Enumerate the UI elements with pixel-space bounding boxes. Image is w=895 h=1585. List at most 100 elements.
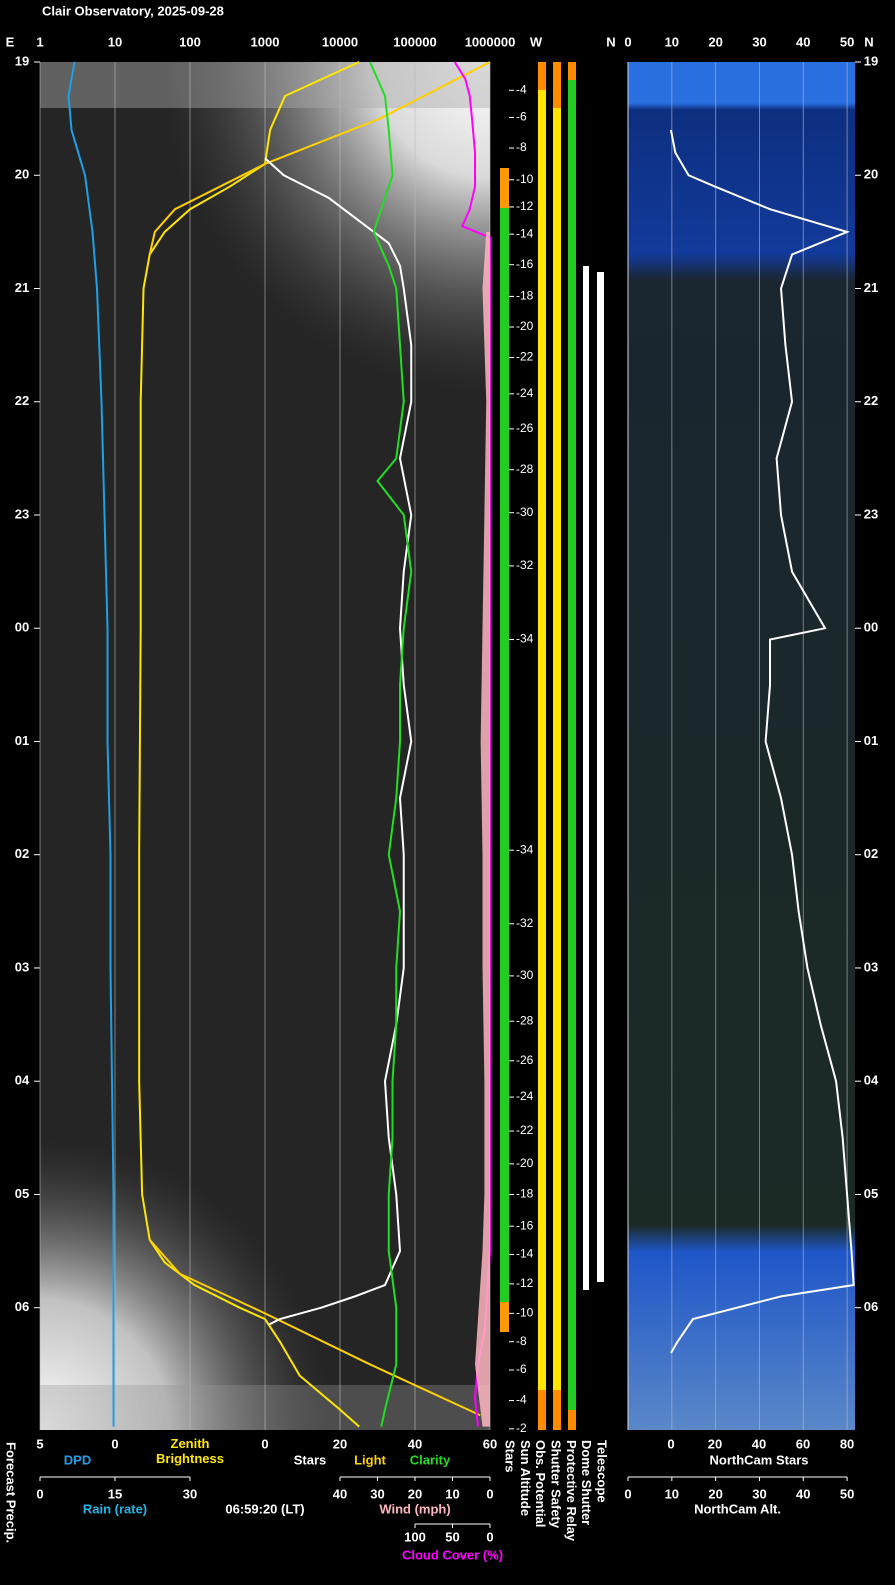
x-tick-label: 20 xyxy=(708,1436,722,1451)
axis-label: Wind (mph) xyxy=(379,1501,450,1516)
sun-altitude-label: -34 xyxy=(516,842,534,856)
x-tick-label: 40 xyxy=(408,1436,422,1451)
x-tick-label: 30 xyxy=(752,1486,766,1501)
protective-relay xyxy=(568,1410,576,1430)
layout xyxy=(40,62,855,1430)
line xyxy=(138,61,360,1428)
y-tick-label: 02 xyxy=(15,846,29,861)
line xyxy=(369,61,413,1427)
y-tick-label: 23 xyxy=(15,506,29,521)
x-tick-label: 20 xyxy=(708,1486,722,1501)
x-tick-label: 20 xyxy=(333,1436,347,1451)
sun-altitude-label: -4 xyxy=(516,82,527,96)
y-tick-label: 06 xyxy=(864,1299,878,1314)
y-tick-label: 22 xyxy=(864,393,878,408)
north-label: N xyxy=(606,34,615,49)
sun-altitude-label: -6 xyxy=(516,1362,527,1376)
sun-altitude-label: -26 xyxy=(516,1053,534,1067)
sun-altitude-label: -16 xyxy=(516,1218,534,1232)
x-tick-label: 1 xyxy=(36,34,43,49)
y-tick-label: 01 xyxy=(15,733,29,748)
sun-altitude-label: -18 xyxy=(516,1187,534,1201)
sun-altitude-label: -20 xyxy=(516,319,534,333)
legend-label: Zenith Brightness xyxy=(156,1436,224,1466)
legend-label: Stars xyxy=(294,1452,327,1467)
column-label: Protective Relay xyxy=(564,1440,579,1542)
x-tick-label: 10 xyxy=(665,1486,679,1501)
x-tick-label: 0 xyxy=(111,1436,118,1451)
telescope xyxy=(597,272,604,1282)
x-tick-label: 50 xyxy=(840,34,854,49)
footer-time: 06:59:20 (LT) xyxy=(225,1501,304,1516)
northcam-image xyxy=(628,62,855,1430)
line xyxy=(67,61,115,1427)
chart-title: Clair Observatory, 2025-09-28 xyxy=(42,3,224,18)
column-label: Stars xyxy=(503,1440,518,1473)
x-tick-label: 50 xyxy=(840,1486,854,1501)
x-tick-label: 50 xyxy=(445,1529,459,1544)
axis-label: Cloud Cover (%) xyxy=(402,1547,503,1562)
sun-altitude-label: -34 xyxy=(516,632,534,646)
telescope xyxy=(583,266,589,1290)
sun-altitude-label: -8 xyxy=(516,140,527,154)
axis-label: NorthCam Alt. xyxy=(694,1501,781,1516)
x-tick-label: 0 xyxy=(624,34,631,49)
shutter-safety xyxy=(553,62,561,108)
line xyxy=(669,129,855,1354)
sun-altitude-label: -28 xyxy=(516,1013,534,1027)
stars-strip xyxy=(500,168,509,1330)
east-label: E xyxy=(6,34,15,49)
x-tick-label: 15 xyxy=(108,1486,122,1501)
line xyxy=(148,61,491,1417)
x-tick-label: 40 xyxy=(796,34,810,49)
obs-potential xyxy=(538,62,546,90)
sun-altitude-label: -16 xyxy=(516,257,534,271)
column-label: Shutter Safety xyxy=(548,1440,563,1529)
y-tick-label: 19 xyxy=(15,53,29,68)
sun-altitude-label: -32 xyxy=(516,916,534,930)
y-tick-label: 03 xyxy=(864,959,878,974)
sun-altitude-label: -12 xyxy=(516,199,534,213)
y-tick-label: 06 xyxy=(15,1299,29,1314)
sun-altitude-label: -24 xyxy=(516,1089,534,1103)
y-tick-label: 20 xyxy=(15,167,29,182)
x-tick-label: 40 xyxy=(796,1486,810,1501)
x-tick-label: 0 xyxy=(667,1436,674,1451)
sun-altitude-label: -30 xyxy=(516,505,534,519)
shutter-safety xyxy=(553,62,561,1430)
sun-altitude-label: -14 xyxy=(516,1247,534,1261)
obs-potential xyxy=(538,62,546,1430)
y-tick-label: 21 xyxy=(15,280,29,295)
x-tick-label: 1000 xyxy=(251,34,280,49)
sun-altitude-label: -10 xyxy=(516,172,534,186)
x-tick-label: 10 xyxy=(665,34,679,49)
y-tick-label: 23 xyxy=(864,506,878,521)
y-tick-label: 19 xyxy=(864,53,878,68)
x-tick-label: 60 xyxy=(483,1436,497,1451)
y-tick-label: 03 xyxy=(15,959,29,974)
shutter-safety xyxy=(553,1390,561,1430)
y-tick-label: 22 xyxy=(15,393,29,408)
x-tick-label: 10000 xyxy=(322,34,358,49)
y-tick-label: 21 xyxy=(864,280,878,295)
sun-altitude-label: -2 xyxy=(516,1421,527,1435)
sun-altitude-label: -18 xyxy=(516,289,534,303)
stars-strip xyxy=(500,168,509,208)
axis-label: DPD xyxy=(64,1452,91,1467)
line xyxy=(264,157,413,1326)
x-tick-label: 20 xyxy=(408,1486,422,1501)
sun-altitude-label: -32 xyxy=(516,558,534,572)
sun-altitude-label: -26 xyxy=(516,421,534,435)
west-label: W xyxy=(530,34,543,49)
column-label: Dome Shutter xyxy=(579,1440,594,1525)
sun-altitude-label: -12 xyxy=(516,1276,534,1290)
x-tick-label: 40 xyxy=(333,1486,347,1501)
x-tick-label: 80 xyxy=(840,1436,854,1451)
sun-altitude-label: -6 xyxy=(516,110,527,124)
protective-relay xyxy=(568,62,576,1430)
x-tick-label: 100 xyxy=(179,34,201,49)
north-label: N xyxy=(864,34,873,49)
x-tick-label: 0 xyxy=(36,1486,43,1501)
